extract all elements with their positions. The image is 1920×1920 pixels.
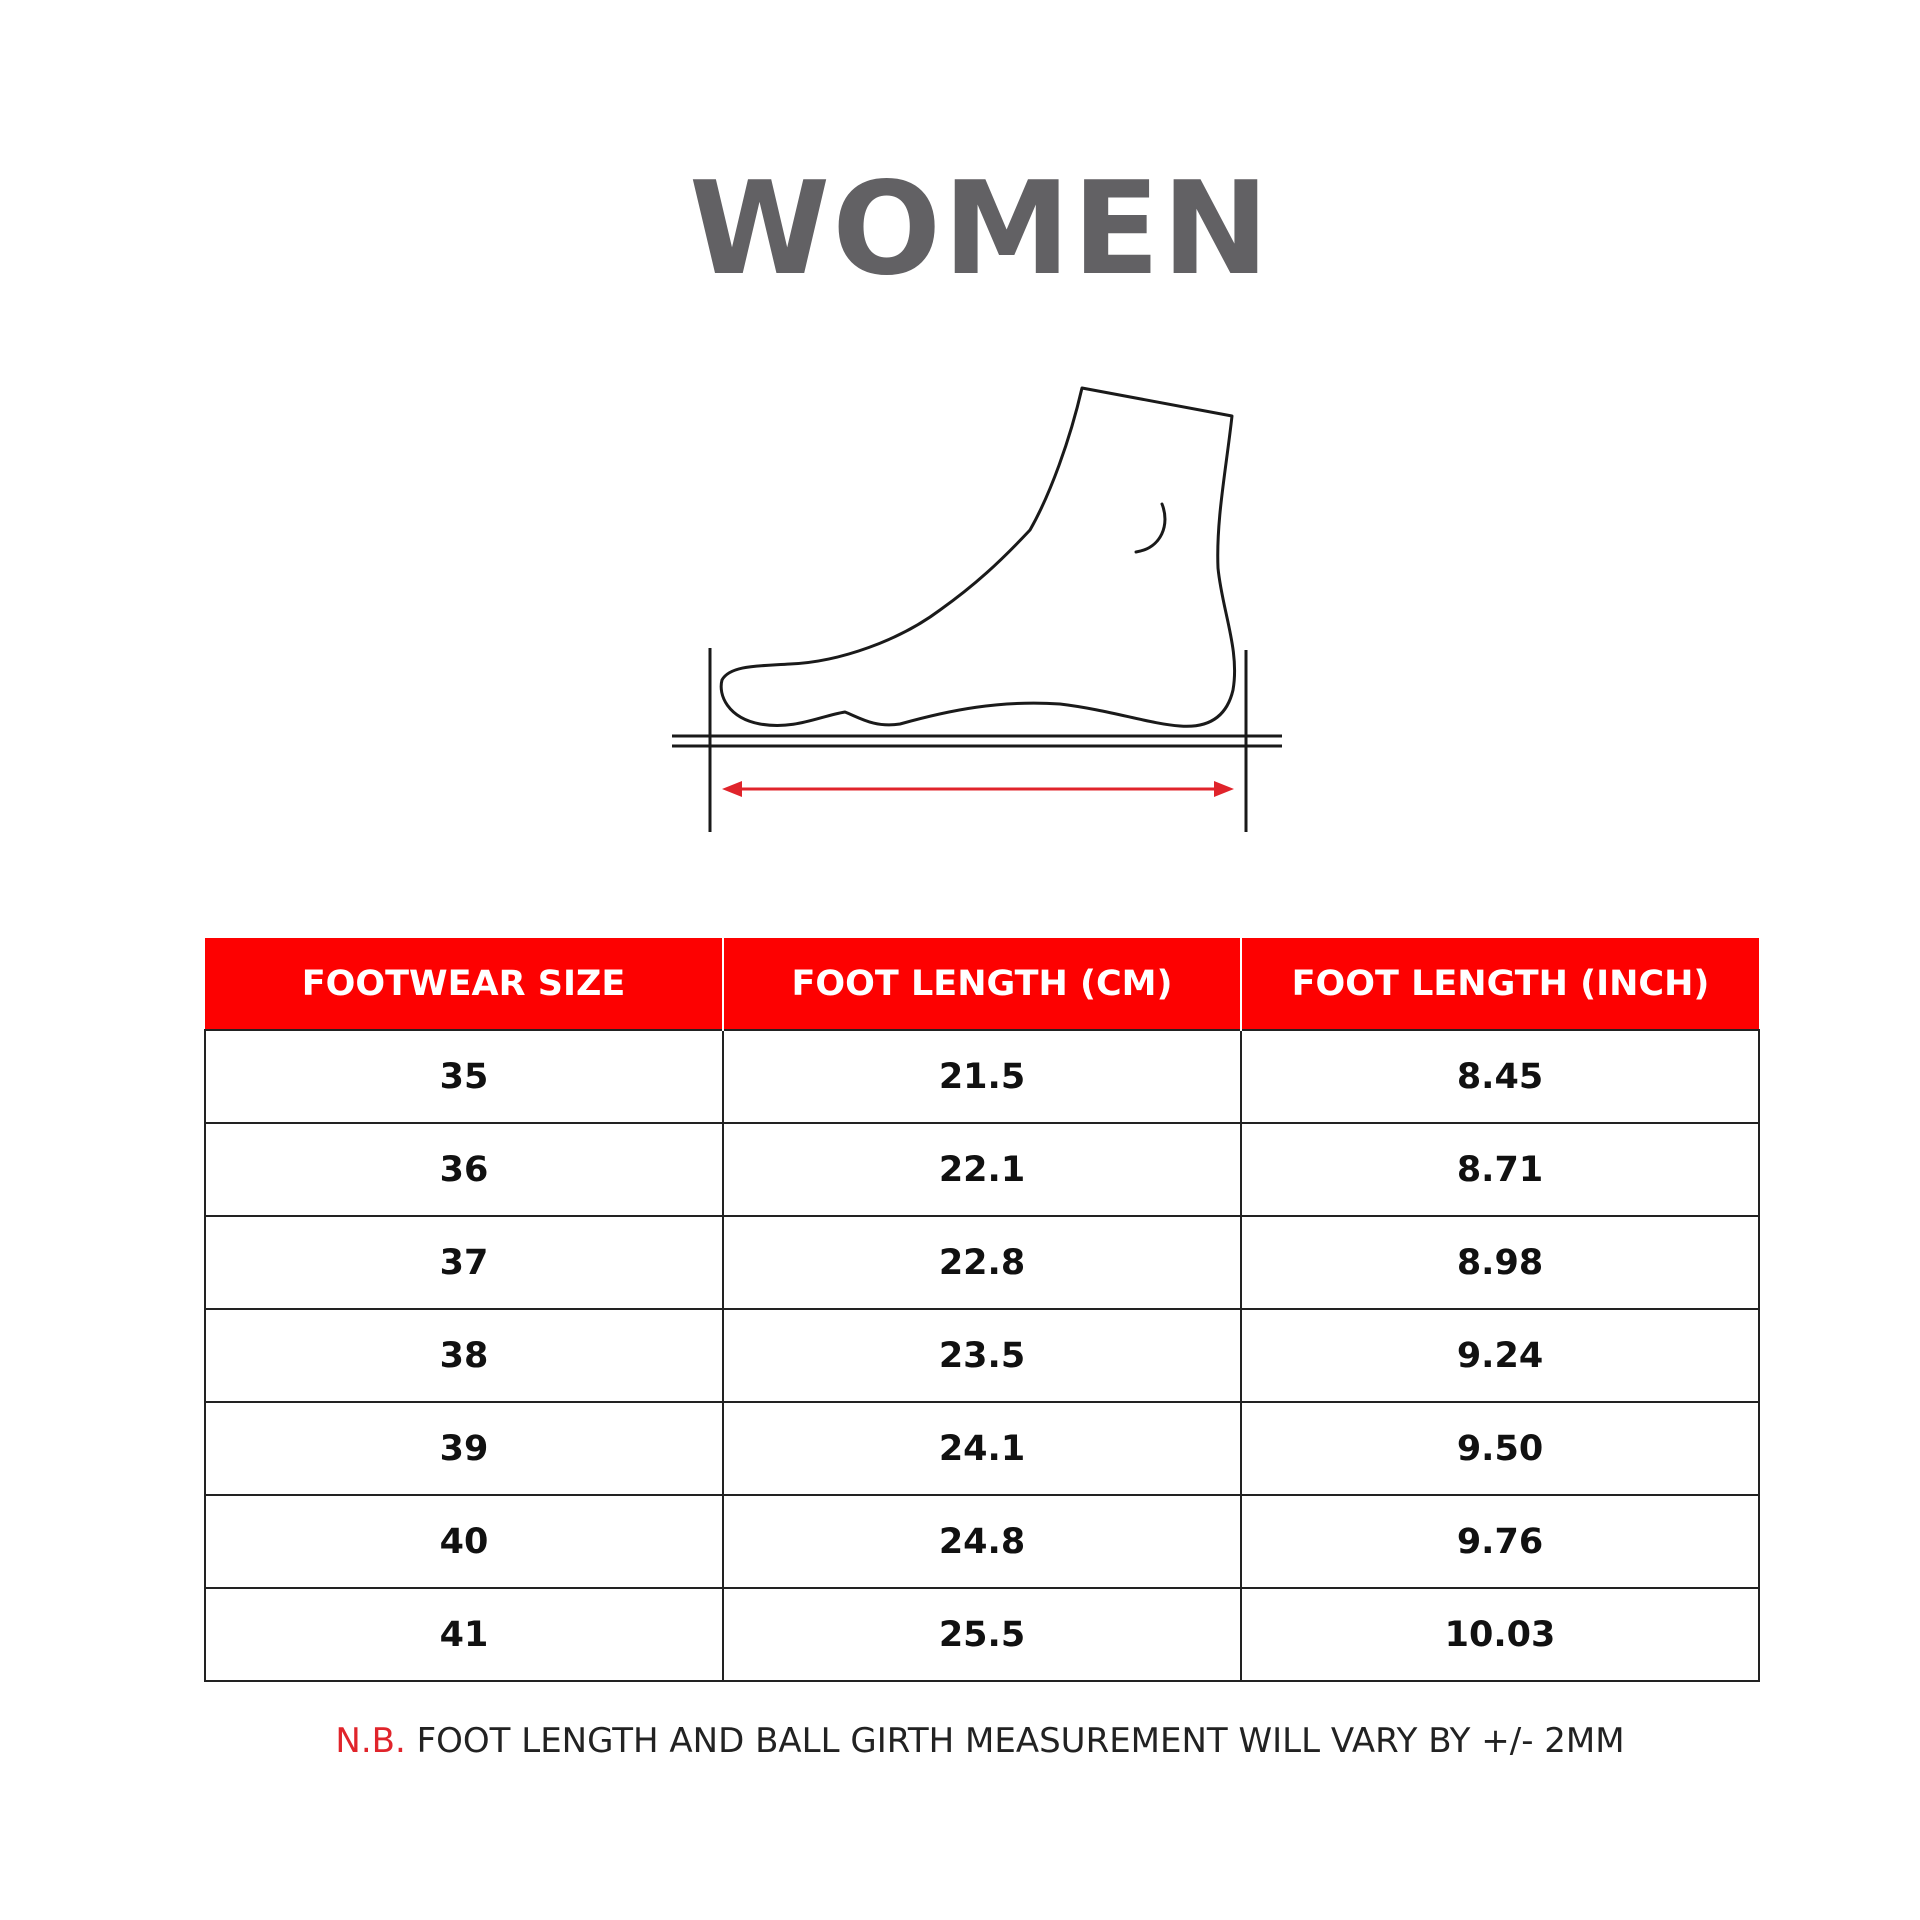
cell-size: 40 — [204, 1494, 724, 1589]
table-row: 41 25.5 10.03 — [204, 1587, 1760, 1682]
header-footwear-size: FOOTWEAR SIZE — [205, 938, 723, 1030]
table-row: 38 23.5 9.24 — [204, 1308, 1760, 1403]
table-header-row: FOOTWEAR SIZE FOOT LENGTH (CM) FOOT LENG… — [205, 938, 1759, 1030]
cell-inch: 8.98 — [1240, 1215, 1760, 1310]
cell-size: 39 — [204, 1401, 724, 1496]
cell-inch: 10.03 — [1240, 1587, 1760, 1682]
cell-size: 41 — [204, 1587, 724, 1682]
cell-size: 38 — [204, 1308, 724, 1403]
foot-measurement-icon — [672, 386, 1282, 832]
table-row: 36 22.1 8.71 — [204, 1122, 1760, 1217]
measurement-lines — [672, 648, 1282, 832]
cell-size: 37 — [204, 1215, 724, 1310]
cell-cm: 21.5 — [722, 1029, 1242, 1124]
table-row: 37 22.8 8.98 — [204, 1215, 1760, 1310]
cell-cm: 24.1 — [722, 1401, 1242, 1496]
header-foot-length-cm: FOOT LENGTH (CM) — [722, 938, 1241, 1030]
note-prefix: N.B. — [335, 1721, 406, 1761]
cell-cm: 22.1 — [722, 1122, 1242, 1217]
table-row: 40 24.8 9.76 — [204, 1494, 1760, 1589]
cell-size: 36 — [204, 1122, 724, 1217]
size-chart-table: FOOTWEAR SIZE FOOT LENGTH (CM) FOOT LENG… — [204, 938, 1760, 1682]
cell-inch: 8.45 — [1240, 1029, 1760, 1124]
header-foot-length-inch: FOOT LENGTH (INCH) — [1240, 938, 1759, 1030]
cell-inch: 8.71 — [1240, 1122, 1760, 1217]
note-text: FOOT LENGTH AND BALL GIRTH MEASUREMENT W… — [405, 1721, 1625, 1761]
cell-cm: 23.5 — [722, 1308, 1242, 1403]
measurement-note: N.B. FOOT LENGTH AND BALL GIRTH MEASUREM… — [0, 1716, 1920, 1766]
cell-inch: 9.50 — [1240, 1401, 1760, 1496]
table-row: 35 21.5 8.45 — [204, 1029, 1760, 1124]
length-arrow — [722, 781, 1234, 797]
cell-cm: 22.8 — [722, 1215, 1242, 1310]
cell-inch: 9.24 — [1240, 1308, 1760, 1403]
cell-size: 35 — [204, 1029, 724, 1124]
page-title: WOMEN — [689, 155, 1271, 304]
foot-outline — [719, 386, 1237, 728]
table-row: 39 24.1 9.50 — [204, 1401, 1760, 1496]
cell-cm: 25.5 — [722, 1587, 1242, 1682]
cell-inch: 9.76 — [1240, 1494, 1760, 1589]
cell-cm: 24.8 — [722, 1494, 1242, 1589]
